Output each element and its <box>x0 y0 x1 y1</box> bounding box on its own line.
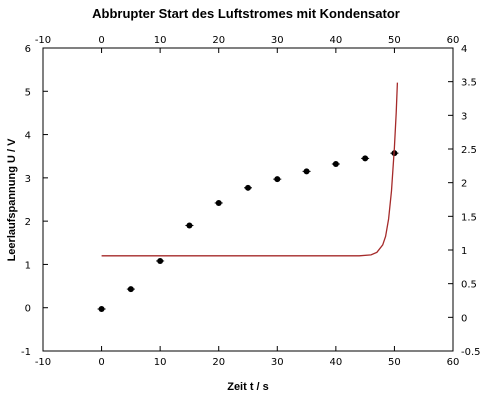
y-left-tick-label: 3 <box>25 174 31 185</box>
x-axis-bottom: -10 0 10 20 30 40 50 60 <box>35 346 460 368</box>
y-left-tick-label: -1 <box>21 347 31 358</box>
data-point <box>274 176 281 183</box>
data-point <box>332 161 339 168</box>
x-top-tick-label: 20 <box>212 35 225 46</box>
data-point <box>98 306 105 313</box>
fit-curve-line <box>101 82 399 257</box>
x-bottom-tick-label: 60 <box>447 357 460 368</box>
y-right-tick-label: 0 <box>461 313 467 324</box>
y-left-tick-label: 1 <box>25 260 31 271</box>
data-point <box>215 199 222 206</box>
x-bottom-tick-label: 20 <box>212 357 225 368</box>
y-left-tick-label: 2 <box>25 217 31 228</box>
series-layer <box>97 82 399 313</box>
y-left-tick-label: 6 <box>25 44 31 55</box>
y-right-tick-label: 0.5 <box>461 280 477 291</box>
data-point <box>245 184 251 191</box>
x-top-tick-label: 40 <box>329 35 342 46</box>
x-bottom-tick-label: 40 <box>329 357 342 368</box>
x-top-tick-label: 50 <box>388 35 401 46</box>
plot-area <box>42 47 454 352</box>
y-axis-right: -0.5 0 0.5 1 1.5 2 2.5 3 3.5 4 <box>448 44 481 358</box>
x-bottom-tick-label: -10 <box>35 357 51 368</box>
y-right-tick-label: -0.5 <box>461 347 481 358</box>
x-bottom-tick-label: 10 <box>154 357 167 368</box>
data-point <box>157 257 164 264</box>
y-right-tick-label: 3.5 <box>461 78 477 89</box>
x-bottom-tick-label: 0 <box>98 357 104 368</box>
data-point <box>362 155 369 162</box>
x-bottom-tick-label: 50 <box>388 357 401 368</box>
x-axis-label: Zeit t / s <box>227 381 269 393</box>
x-top-tick-label: 30 <box>271 35 284 46</box>
data-point <box>186 222 193 229</box>
y-right-tick-label: 4 <box>461 44 467 55</box>
y-left-tick-label: 0 <box>25 304 31 315</box>
y-axis-label: Leerlaufspannung U / V <box>6 138 18 262</box>
y-right-tick-label: 1.5 <box>461 212 477 223</box>
x-top-tick-label: 0 <box>98 35 104 46</box>
y-axis-left: -1 0 1 2 3 4 5 6 <box>21 44 48 358</box>
y-right-tick-label: 2 <box>461 179 467 190</box>
chart-title: Abbrupter Start des Luftstromes mit Kond… <box>92 6 400 21</box>
y-right-tick-label: 2.5 <box>461 145 477 156</box>
x-top-tick-label: 10 <box>154 35 167 46</box>
y-left-tick-label: 5 <box>25 87 31 98</box>
x-top-tick-label: -10 <box>35 35 51 46</box>
data-point <box>303 168 310 175</box>
x-bottom-tick-label: 30 <box>271 357 284 368</box>
data-point <box>127 286 134 293</box>
x-top-tick-label: 60 <box>447 35 460 46</box>
y-right-tick-label: 3 <box>461 111 467 122</box>
y-right-tick-label: 1 <box>461 246 467 257</box>
y-left-tick-label: 4 <box>25 131 31 142</box>
x-axis-top: -10 0 10 20 30 40 50 60 <box>35 35 460 53</box>
